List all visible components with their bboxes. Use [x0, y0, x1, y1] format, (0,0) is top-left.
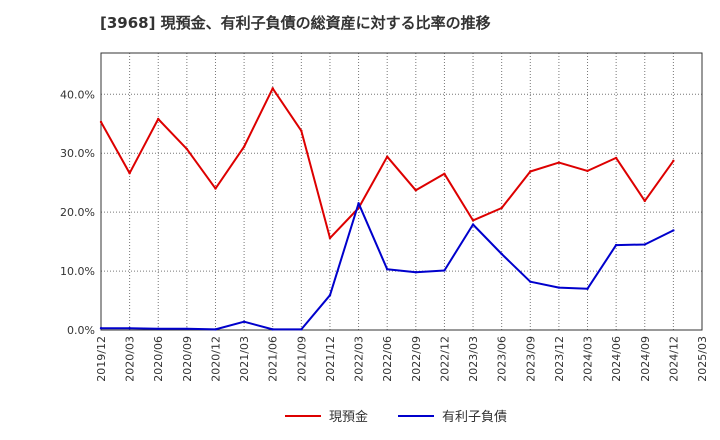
x-tick-label: 2023/03 [467, 336, 480, 382]
x-tick-label: 2022/09 [410, 336, 423, 382]
series-2-point [586, 287, 589, 290]
series-1-point [99, 120, 103, 124]
series-1-point [185, 147, 189, 151]
y-tick-label: 10.0% [60, 265, 95, 278]
series-1-point [471, 219, 475, 222]
x-tick-label: 2022/06 [381, 336, 394, 382]
x-tick-label: 2020/09 [181, 336, 194, 382]
x-tick-label: 2024/06 [610, 336, 623, 382]
series-2-point [99, 327, 103, 330]
series-2-point [471, 223, 475, 226]
series-1-point [414, 189, 418, 192]
series-1-point [385, 155, 389, 158]
series-1-point [128, 172, 131, 175]
x-tick-label: 2021/09 [295, 336, 308, 382]
series-1-point [443, 172, 446, 176]
series-2-point [357, 202, 360, 205]
chart-title: [3968] 現預金、有利子負債の総資産に対する比率の推移 [100, 14, 491, 32]
series-2-point [385, 268, 389, 271]
x-tick-label: 2023/12 [553, 336, 566, 382]
y-tick-label: 40.0% [60, 88, 95, 101]
x-tick-label: 2024/12 [667, 336, 680, 382]
series-1-point [157, 117, 160, 121]
series-2-point [672, 229, 675, 232]
x-tick-label: 2023/09 [524, 336, 537, 382]
legend-label-1: 現預金 [329, 409, 368, 425]
x-tick-label: 2021/03 [238, 336, 251, 382]
x-tick-label: 2020/12 [209, 336, 222, 382]
x-tick-label: 2024/09 [639, 336, 652, 382]
x-axis-ticks: 2019/12 2020/03 2020/06 2020/09 2020/12 2021/… [95, 336, 709, 382]
x-tick-label: 2022/12 [438, 336, 451, 382]
series-1-point [529, 170, 532, 173]
x-tick-label: 2025/03 [696, 336, 709, 382]
series-1-point [500, 206, 503, 210]
series-1-point [242, 145, 246, 148]
y-axis-ticks: 0.0% 10.0% 20.0% 30.0% 40.0% [60, 88, 95, 337]
series-2-point [157, 327, 160, 331]
x-tick-label: 2020/03 [124, 336, 137, 382]
series-2-point [300, 328, 303, 331]
series-2-point [185, 327, 189, 331]
x-tick-label: 2022/03 [353, 336, 366, 382]
series-1-point [214, 187, 217, 190]
series-2-point [214, 328, 217, 331]
series-2-point [414, 271, 418, 274]
series-2-point [443, 269, 446, 272]
series-2-point [271, 328, 274, 331]
series-2-point [529, 280, 532, 283]
y-tick-label: 0.0% [67, 324, 95, 337]
series-2-point [614, 243, 618, 247]
x-tick-label: 2019/12 [95, 336, 108, 382]
y-tick-label: 30.0% [60, 147, 95, 160]
series-lines [99, 87, 675, 331]
series-1-point [557, 161, 561, 164]
series-2-point [328, 294, 332, 297]
series-1-point [586, 169, 589, 173]
series-1-point [271, 87, 274, 90]
series-2-point [500, 252, 503, 256]
series-2-point [242, 320, 246, 323]
plot-frame [100, 52, 703, 331]
legend: 現預金 有利子負債 [285, 409, 507, 425]
x-tick-label: 2024/03 [582, 336, 595, 382]
series-1-point [614, 156, 618, 160]
series-1-point [300, 129, 303, 132]
grid-lines [101, 53, 702, 330]
x-tick-label: 2021/06 [267, 336, 280, 382]
legend-label-2: 有利子負債 [442, 410, 507, 425]
series-1-point [328, 236, 332, 240]
series-1-point [672, 159, 675, 163]
x-tick-label: 2023/06 [496, 336, 509, 382]
y-tick-label: 20.0% [60, 206, 95, 219]
x-tick-label: 2020/06 [152, 336, 165, 382]
series-1-point [643, 199, 646, 203]
x-tick-label: 2021/12 [324, 336, 337, 382]
series-2-point [643, 243, 646, 246]
series-2-point [128, 327, 131, 330]
series-2-point [557, 286, 561, 289]
